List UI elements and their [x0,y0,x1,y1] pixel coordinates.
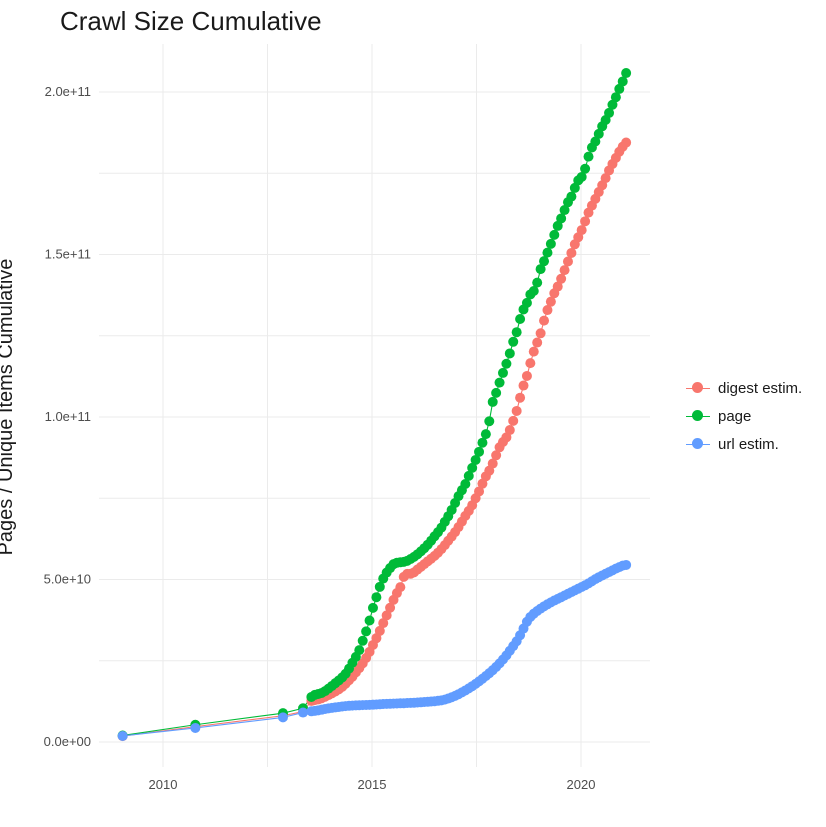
svg-text:2.0e+11: 2.0e+11 [45,84,91,99]
svg-text:2020: 2020 [567,777,596,792]
svg-text:5.0e+10: 5.0e+10 [44,572,91,587]
svg-text:2010: 2010 [149,777,178,792]
svg-text:0.0e+00: 0.0e+00 [44,734,91,749]
svg-text:1.0e+11: 1.0e+11 [45,409,91,424]
svg-text:1.5e+11: 1.5e+11 [45,247,91,262]
svg-text:2015: 2015 [358,777,387,792]
